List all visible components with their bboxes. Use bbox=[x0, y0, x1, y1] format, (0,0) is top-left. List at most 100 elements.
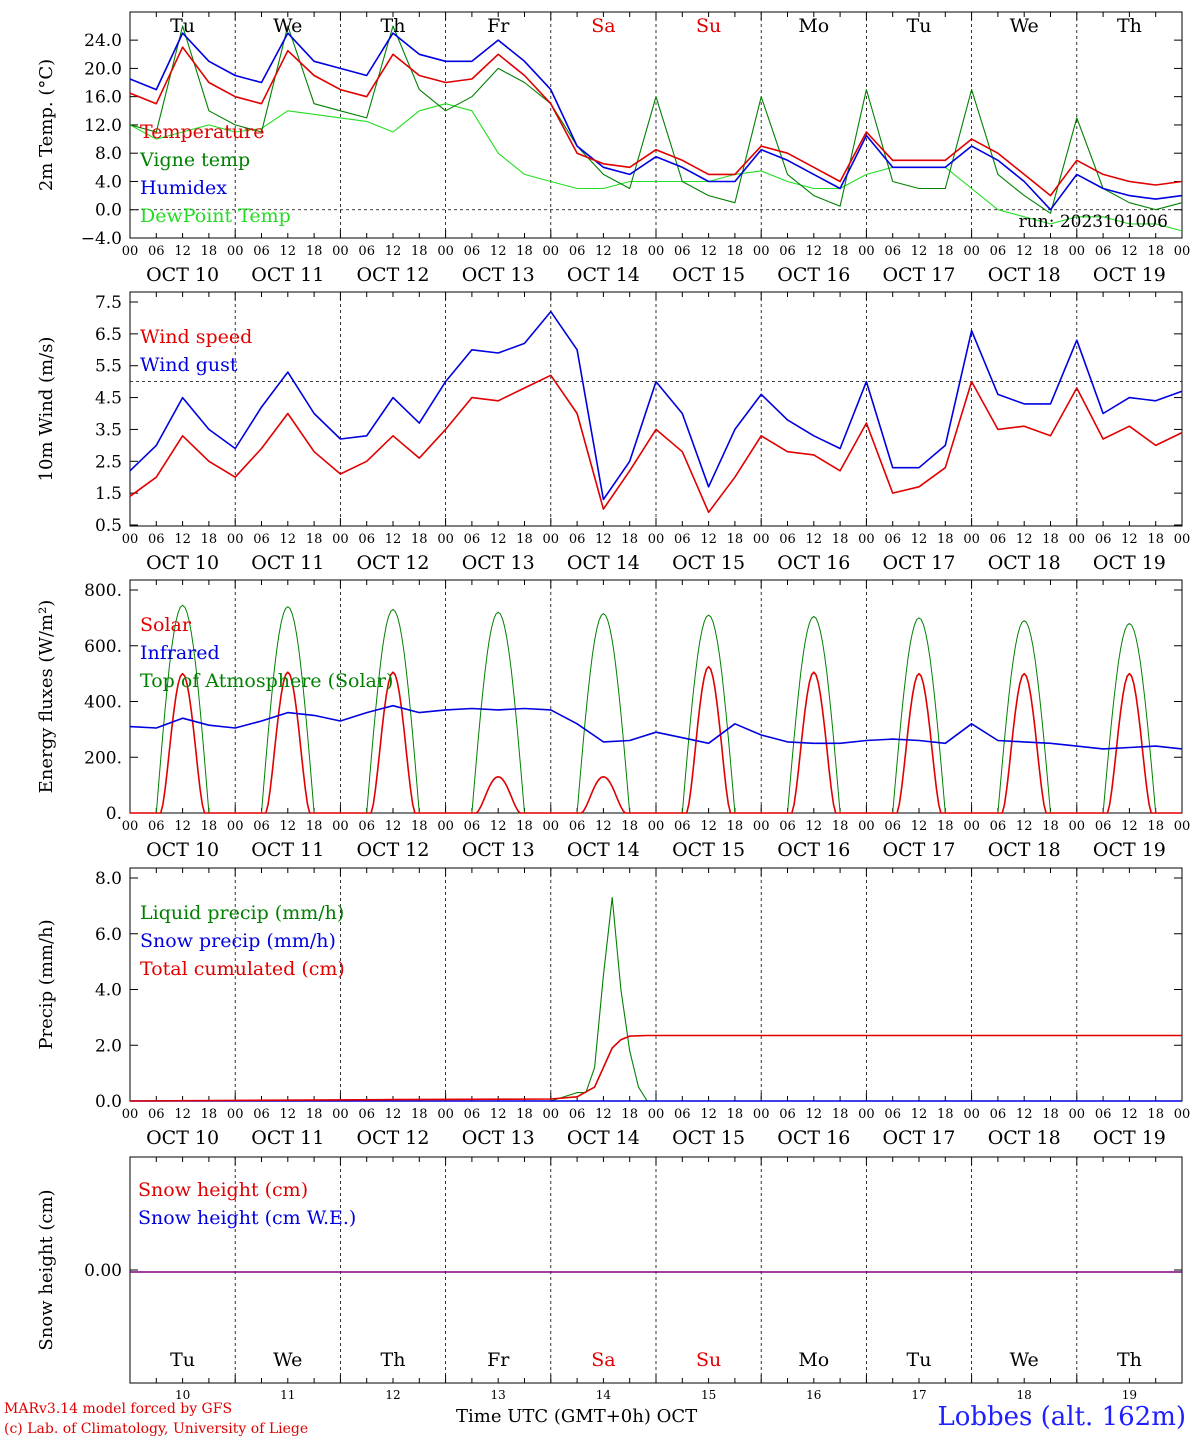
y-tick-label: 0.5 bbox=[95, 516, 122, 536]
weekday-label: Mo bbox=[798, 1349, 829, 1371]
hour-tick-label: 12 bbox=[1016, 532, 1033, 547]
hour-tick-label: 12 bbox=[595, 244, 612, 259]
hour-tick-label: 06 bbox=[148, 819, 165, 834]
y-tick-label: 12.0 bbox=[84, 116, 122, 136]
hour-tick-label: 18 bbox=[937, 819, 954, 834]
series-line-infrared bbox=[129, 704, 1183, 750]
hour-tick-label: 00 bbox=[753, 819, 770, 834]
hour-tick-label: 00 bbox=[1069, 1107, 1086, 1122]
weekday-label: We bbox=[273, 15, 302, 37]
date-label: OCT 16 bbox=[777, 1127, 850, 1149]
hour-tick-label: 12 bbox=[1121, 1107, 1138, 1122]
hour-tick-label: 00 bbox=[1069, 819, 1086, 834]
hour-tick-label: 18 bbox=[201, 819, 218, 834]
hour-tick-label: 18 bbox=[1147, 532, 1164, 547]
hour-tick-label: 12 bbox=[806, 819, 823, 834]
hour-tick-label: 00 bbox=[753, 532, 770, 547]
hour-tick-label: 06 bbox=[358, 532, 375, 547]
hour-tick-label: 06 bbox=[464, 819, 481, 834]
weekday-label: We bbox=[1010, 1349, 1039, 1371]
hour-tick-label: 00 bbox=[648, 819, 665, 834]
hour-tick-label: 00 bbox=[437, 244, 454, 259]
y-tick-label: 2.5 bbox=[95, 452, 122, 472]
hour-tick-label: 18 bbox=[621, 244, 638, 259]
legend-entry: Total cumulated (cm) bbox=[140, 958, 345, 980]
date-label: OCT 12 bbox=[356, 839, 429, 861]
hour-tick-label: 12 bbox=[806, 1107, 823, 1122]
hour-tick-label: 06 bbox=[1095, 1107, 1112, 1122]
date-label: OCT 11 bbox=[251, 1127, 324, 1149]
date-label: OCT 12 bbox=[356, 552, 429, 574]
hour-tick-label: 00 bbox=[648, 532, 665, 547]
hour-tick-label: 12 bbox=[911, 819, 928, 834]
hour-tick-label: 12 bbox=[700, 1107, 717, 1122]
date-label: OCT 18 bbox=[988, 1127, 1061, 1149]
date-label: OCT 15 bbox=[672, 264, 745, 286]
legend-entry: Vigne temp bbox=[139, 149, 250, 171]
meteogram: −4.0 0.0 4.0 8.0 12.0 16.0 20.0 24.0 2m Temp. (°… bbox=[36, 11, 1190, 1400]
weekday-label: Th bbox=[381, 1349, 406, 1371]
date-label: OCT 11 bbox=[251, 264, 324, 286]
hour-tick-label: 12 bbox=[490, 244, 507, 259]
hour-tick-label: 06 bbox=[148, 532, 165, 547]
hour-tick-label: 18 bbox=[832, 1107, 849, 1122]
legend-entry: Wind gust bbox=[140, 354, 238, 376]
date-label: OCT 13 bbox=[462, 839, 535, 861]
date-label: OCT 15 bbox=[672, 1127, 745, 1149]
hour-tick-label: 12 bbox=[595, 1107, 612, 1122]
day-number-label: 14 bbox=[596, 1388, 612, 1400]
date-label: OCT 14 bbox=[567, 552, 640, 574]
hour-tick-label: 06 bbox=[884, 532, 901, 547]
legend-entry: Solar bbox=[140, 614, 192, 636]
hour-tick-label: 06 bbox=[990, 819, 1007, 834]
hour-tick-label: 00 bbox=[963, 1107, 980, 1122]
y-tick-label: 4.0 bbox=[95, 172, 122, 192]
hour-tick-label: 12 bbox=[1016, 819, 1033, 834]
hour-tick-label: 12 bbox=[1016, 244, 1033, 259]
hour-tick-label: 00 bbox=[227, 532, 244, 547]
hour-tick-label: 18 bbox=[937, 532, 954, 547]
hour-tick-label: 00 bbox=[227, 244, 244, 259]
hour-tick-label: 18 bbox=[937, 244, 954, 259]
hour-tick-label: 12 bbox=[385, 244, 402, 259]
y-tick-label: 24.0 bbox=[84, 31, 122, 51]
y-axis-label: 10m Wind (m/s) bbox=[36, 337, 57, 482]
hour-tick-label: 00 bbox=[332, 819, 349, 834]
day-number-label: 11 bbox=[280, 1388, 295, 1400]
hour-tick-label: 12 bbox=[385, 532, 402, 547]
y-axis-label: 2m Temp. (°C) bbox=[36, 59, 57, 191]
hour-tick-label: 18 bbox=[832, 819, 849, 834]
hour-tick-label: 18 bbox=[1147, 1107, 1164, 1122]
hour-tick-label: 06 bbox=[779, 1107, 796, 1122]
y-tick-label: 0.0 bbox=[95, 201, 122, 221]
date-label: OCT 10 bbox=[146, 552, 219, 574]
hour-tick-label: 18 bbox=[937, 1107, 954, 1122]
series-line-total-cumulated-cm- bbox=[129, 1034, 1182, 1102]
date-label: OCT 19 bbox=[1093, 264, 1166, 286]
hour-tick-label: 18 bbox=[516, 244, 533, 259]
hour-tick-label: 00 bbox=[963, 532, 980, 547]
hour-tick-label: 18 bbox=[621, 532, 638, 547]
hour-tick-label: 18 bbox=[1042, 532, 1059, 547]
weekday-label: Tu bbox=[170, 1349, 195, 1371]
hour-tick-label: 18 bbox=[621, 819, 638, 834]
hour-tick-label: 06 bbox=[569, 1107, 586, 1122]
weekday-label: Th bbox=[1117, 15, 1142, 37]
legend-entry: Wind speed bbox=[140, 326, 252, 348]
y-tick-label: 4.5 bbox=[95, 389, 122, 409]
y-tick-label: 0.00 bbox=[84, 1261, 122, 1281]
hour-tick-label: 06 bbox=[569, 244, 586, 259]
hour-tick-label: 06 bbox=[464, 244, 481, 259]
day-number-label: 17 bbox=[911, 1388, 926, 1400]
day-number-label: 19 bbox=[1122, 1388, 1137, 1400]
hour-tick-label: 18 bbox=[1147, 244, 1164, 259]
hour-tick-label: 06 bbox=[358, 244, 375, 259]
hour-tick-label: 12 bbox=[385, 1107, 402, 1122]
weekday-label: Tu bbox=[907, 1349, 932, 1371]
y-axis-label: Snow height (cm) bbox=[36, 1189, 57, 1350]
hour-tick-label: 00 bbox=[858, 244, 875, 259]
date-label: OCT 13 bbox=[462, 552, 535, 574]
hour-tick-label: 18 bbox=[411, 819, 428, 834]
hour-tick-label: 00 bbox=[543, 532, 560, 547]
hour-tick-label: 00 bbox=[1069, 532, 1086, 547]
